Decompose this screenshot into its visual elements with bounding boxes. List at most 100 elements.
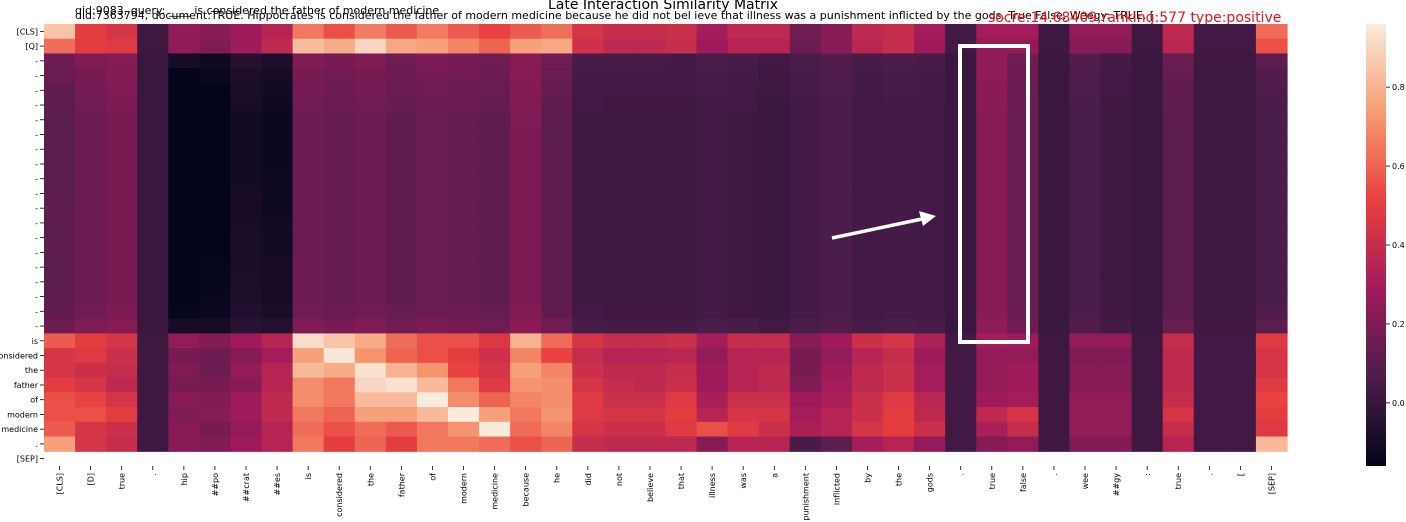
heatmap-cell	[789, 38, 822, 55]
heatmap-cell	[44, 333, 76, 349]
heatmap-cell	[385, 68, 418, 84]
heatmap-cell	[634, 127, 667, 143]
heatmap-cell	[883, 421, 915, 438]
heatmap-cell	[510, 82, 542, 99]
heatmap-cell	[510, 68, 542, 84]
column-label: gods	[926, 473, 935, 492]
heatmap-cell	[789, 274, 822, 290]
heatmap-cell	[106, 245, 138, 261]
heatmap-cell	[665, 362, 698, 379]
heatmap-cell	[106, 200, 138, 217]
heatmap-cell	[820, 436, 853, 452]
colorbar-tick-label: 0.4	[1392, 241, 1405, 250]
heatmap-cell	[416, 407, 449, 423]
heatmap-cell	[292, 436, 325, 452]
heatmap-cell	[292, 38, 325, 55]
heatmap-cell	[665, 24, 698, 40]
row-label: -	[35, 293, 38, 302]
heatmap-cell	[1224, 274, 1257, 290]
heatmap-cell	[1193, 24, 1226, 40]
heatmap-cell	[603, 38, 636, 55]
heatmap-cell	[603, 127, 636, 143]
heatmap-cell	[354, 392, 387, 408]
heatmap-cell	[1255, 377, 1288, 393]
heatmap-cell	[199, 112, 232, 128]
heatmap-cell	[851, 127, 884, 143]
heatmap-cell	[416, 53, 449, 69]
heatmap-cell	[199, 171, 232, 187]
heatmap-cell	[696, 186, 729, 202]
heatmap-cell	[789, 245, 822, 261]
heatmap-cell	[851, 245, 884, 261]
heatmap-cell	[385, 377, 418, 393]
heatmap-cell	[1255, 141, 1288, 158]
heatmap-cell	[914, 259, 946, 276]
heatmap-cell	[976, 421, 1008, 438]
heatmap-cell	[292, 186, 325, 202]
heatmap-cell	[1255, 230, 1288, 246]
heatmap-cell	[914, 303, 946, 320]
heatmap-cell	[479, 38, 511, 55]
heatmap-cell	[416, 156, 449, 172]
column-label: true	[1174, 473, 1183, 489]
heatmap-cell	[261, 318, 294, 334]
heatmap-cell	[168, 141, 200, 158]
heatmap-cell	[1193, 82, 1226, 99]
heatmap-cell	[75, 97, 107, 113]
heatmap-cell	[106, 348, 138, 364]
heatmap-cell	[479, 289, 511, 305]
heatmap-cell	[1100, 289, 1133, 305]
heatmap-cell	[323, 362, 356, 379]
heatmap-cell	[789, 318, 822, 334]
heatmap-cell	[230, 230, 263, 246]
heatmap-cell	[789, 53, 822, 69]
heatmap-cell	[106, 156, 138, 172]
heatmap-cell	[1038, 318, 1071, 334]
heatmap-cell	[1193, 362, 1226, 379]
heatmap-cell	[1100, 245, 1133, 261]
heatmap-cell	[292, 141, 325, 158]
heatmap-cell	[572, 318, 604, 334]
column-label: the	[366, 473, 375, 486]
heatmap-cell	[1069, 318, 1102, 334]
colorbar-tick-label: 0.0	[1392, 399, 1405, 408]
heatmap-cell	[851, 186, 884, 202]
heatmap-cell	[1069, 436, 1102, 452]
heatmap-cell	[230, 318, 263, 334]
heatmap-cell	[727, 127, 760, 143]
heatmap-cell	[603, 318, 636, 334]
heatmap-cell	[851, 407, 884, 423]
heatmap-cell	[385, 289, 418, 305]
heatmap-cell	[541, 97, 573, 113]
heatmap-cell	[727, 215, 760, 231]
heatmap-cell	[572, 141, 604, 158]
heatmap-cell	[1193, 127, 1226, 143]
heatmap-cell	[137, 274, 169, 290]
heatmap-cell	[603, 274, 636, 290]
column-label: ##gy	[1112, 473, 1121, 496]
heatmap-cell	[385, 362, 418, 379]
heatmap-cell	[416, 259, 449, 276]
heatmap-cell	[1007, 186, 1039, 202]
heatmap-cell	[510, 112, 542, 128]
heatmap-cell	[727, 421, 760, 438]
heatmap-cell	[603, 348, 636, 364]
heatmap-cell	[634, 259, 667, 276]
heatmap-cell	[292, 407, 325, 423]
heatmap-cell	[168, 68, 200, 84]
heatmap-cell	[1162, 186, 1195, 202]
heatmap-cell	[820, 215, 853, 231]
heatmap-cell	[479, 24, 511, 40]
heatmap-cell	[665, 333, 698, 349]
heatmap-cell	[572, 38, 604, 55]
heatmap-cell	[634, 112, 667, 128]
column-label: illness	[708, 473, 717, 498]
heatmap-cell	[323, 348, 356, 364]
heatmap-cell	[1038, 421, 1071, 438]
heatmap-cell	[727, 141, 760, 158]
heatmap-cell	[385, 245, 418, 261]
heatmap-cell	[665, 82, 698, 99]
heatmap-cell	[106, 215, 138, 231]
heatmap-cell	[1131, 68, 1164, 84]
heatmap-cell	[665, 259, 698, 276]
